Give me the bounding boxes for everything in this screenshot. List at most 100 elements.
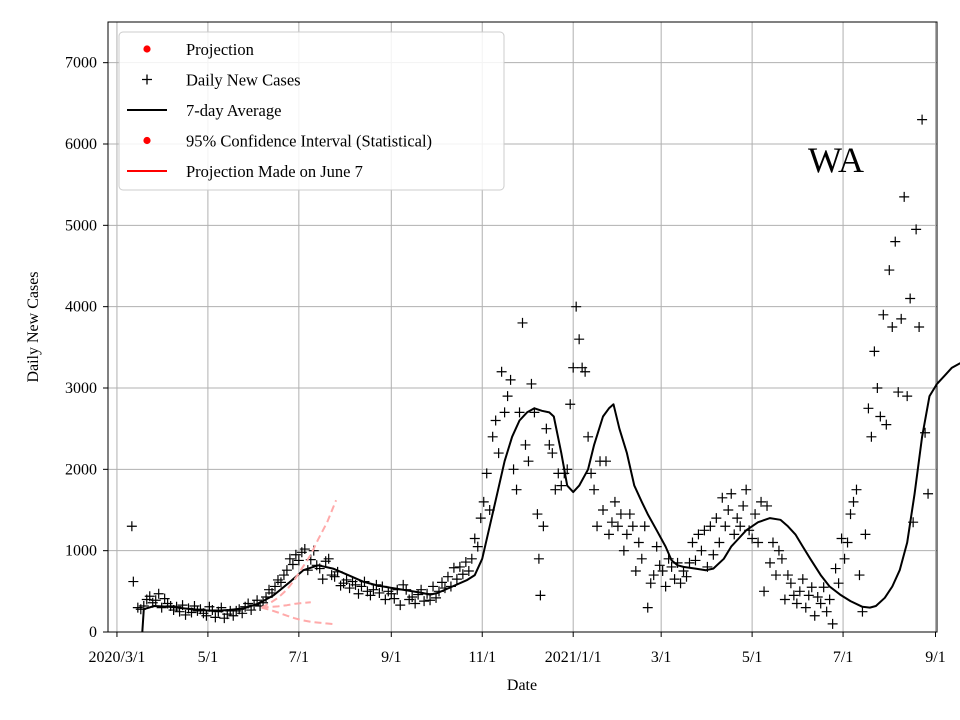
daily-case-marker (457, 569, 468, 580)
daily-case-marker (732, 513, 743, 524)
daily-case-marker (773, 545, 784, 556)
daily-case-marker (875, 411, 886, 422)
daily-case-marker (723, 505, 734, 515)
daily-case-marker (776, 553, 787, 564)
daily-case-marker (341, 574, 352, 585)
x-tick-label: 3/1 (651, 649, 671, 666)
daily-case-marker (428, 581, 439, 592)
daily-case-marker (603, 529, 614, 540)
daily-case-marker (350, 579, 361, 590)
daily-case-marker (657, 566, 668, 576)
daily-case-marker (526, 378, 537, 389)
daily-case-marker (806, 582, 817, 593)
daily-case-marker (812, 592, 823, 603)
x-axis-title: Date (507, 677, 537, 694)
daily-case-marker (514, 407, 525, 418)
daily-case-marker (180, 609, 191, 620)
daily-case-marker (714, 537, 725, 548)
x-tick-label: 7/1 (289, 649, 309, 666)
daily-case-marker (565, 399, 576, 410)
daily-case-marker (451, 574, 462, 585)
y-tick-label: 2000 (65, 461, 97, 478)
daily-case-marker (836, 533, 847, 544)
daily-case-marker (550, 484, 561, 495)
daily-case-marker (128, 576, 139, 587)
daily-case-marker (696, 545, 707, 556)
daily-case-marker (726, 488, 737, 499)
y-tick-label: 5000 (65, 217, 97, 234)
daily-case-marker (580, 366, 591, 377)
daily-case-marker (669, 574, 680, 585)
early-projection-line (261, 601, 311, 609)
daily-case-marker (711, 513, 722, 524)
legend: Projection Daily New Cases 7-day Average 95… (118, 31, 505, 191)
daily-case-marker (797, 574, 808, 585)
daily-case-marker (419, 596, 430, 607)
daily-case-marker (750, 509, 761, 520)
x-tick-label: 7/1 (833, 649, 853, 666)
daily-case-marker (881, 419, 892, 430)
daily-case-marker (609, 496, 620, 507)
daily-case-marker (827, 618, 838, 629)
daily-case-marker (624, 509, 635, 520)
daily-case-marker (687, 537, 698, 548)
daily-case-marker (493, 448, 504, 459)
legend-plus-marker (142, 74, 152, 85)
daily-case-marker (618, 545, 629, 556)
daily-case-marker (150, 595, 161, 606)
daily-case-marker (425, 595, 436, 606)
daily-case-marker (717, 492, 728, 503)
x-tick-label: 11/1 (468, 649, 496, 666)
daily-case-marker (627, 521, 638, 532)
x-tick-label: 5/1 (742, 649, 762, 666)
daily-case-marker (791, 598, 802, 609)
7-day-average-line (141, 362, 960, 633)
daily-case-marker (857, 606, 868, 617)
daily-case-marker (782, 570, 793, 581)
daily-case-marker (845, 509, 856, 520)
daily-case-marker (747, 533, 758, 544)
daily-case-marker (878, 309, 889, 320)
daily-case-marker (762, 500, 773, 511)
x-tick-label: 9/1 (381, 649, 401, 666)
daily-case-marker (380, 594, 391, 605)
daily-case-marker (532, 509, 543, 520)
y-tick-label: 0 (89, 624, 97, 641)
daily-case-marker (660, 581, 671, 592)
daily-case-marker (884, 265, 895, 276)
daily-case-marker (911, 224, 922, 235)
y-axis-title: Daily New Cases (25, 271, 42, 382)
daily-case-marker (684, 557, 695, 568)
daily-case-marker (583, 431, 594, 442)
daily-case-marker (448, 562, 459, 573)
daily-case-marker (621, 529, 632, 540)
daily-case-marker (487, 431, 498, 442)
daily-case-marker (651, 541, 662, 552)
daily-case-marker (770, 570, 781, 581)
daily-case-marker (729, 529, 740, 540)
daily-case-marker (779, 594, 790, 605)
x-tick-label: 9/1 (925, 649, 945, 666)
daily-case-marker (788, 590, 799, 601)
daily-case-marker (905, 293, 916, 304)
daily-case-marker (556, 480, 567, 491)
daily-case-marker (592, 521, 603, 532)
daily-case-marker (156, 602, 167, 613)
daily-case-marker (499, 407, 510, 418)
daily-case-marker (568, 362, 579, 373)
daily-case-marker (642, 602, 653, 613)
daily-case-marker (201, 610, 212, 621)
daily-case-marker (800, 602, 811, 613)
daily-case-marker (690, 555, 701, 566)
daily-case-marker (511, 484, 522, 495)
daily-case-marker (675, 578, 686, 589)
daily-case-marker (848, 496, 859, 507)
daily-case-marker (535, 590, 546, 601)
daily-case-marker (639, 521, 650, 532)
daily-case-marker (830, 563, 841, 574)
daily-case-marker (287, 559, 298, 570)
daily-case-marker (460, 557, 471, 568)
daily-case-marker (269, 581, 280, 592)
daily-case-marker (389, 593, 400, 604)
daily-case-marker (496, 366, 507, 377)
